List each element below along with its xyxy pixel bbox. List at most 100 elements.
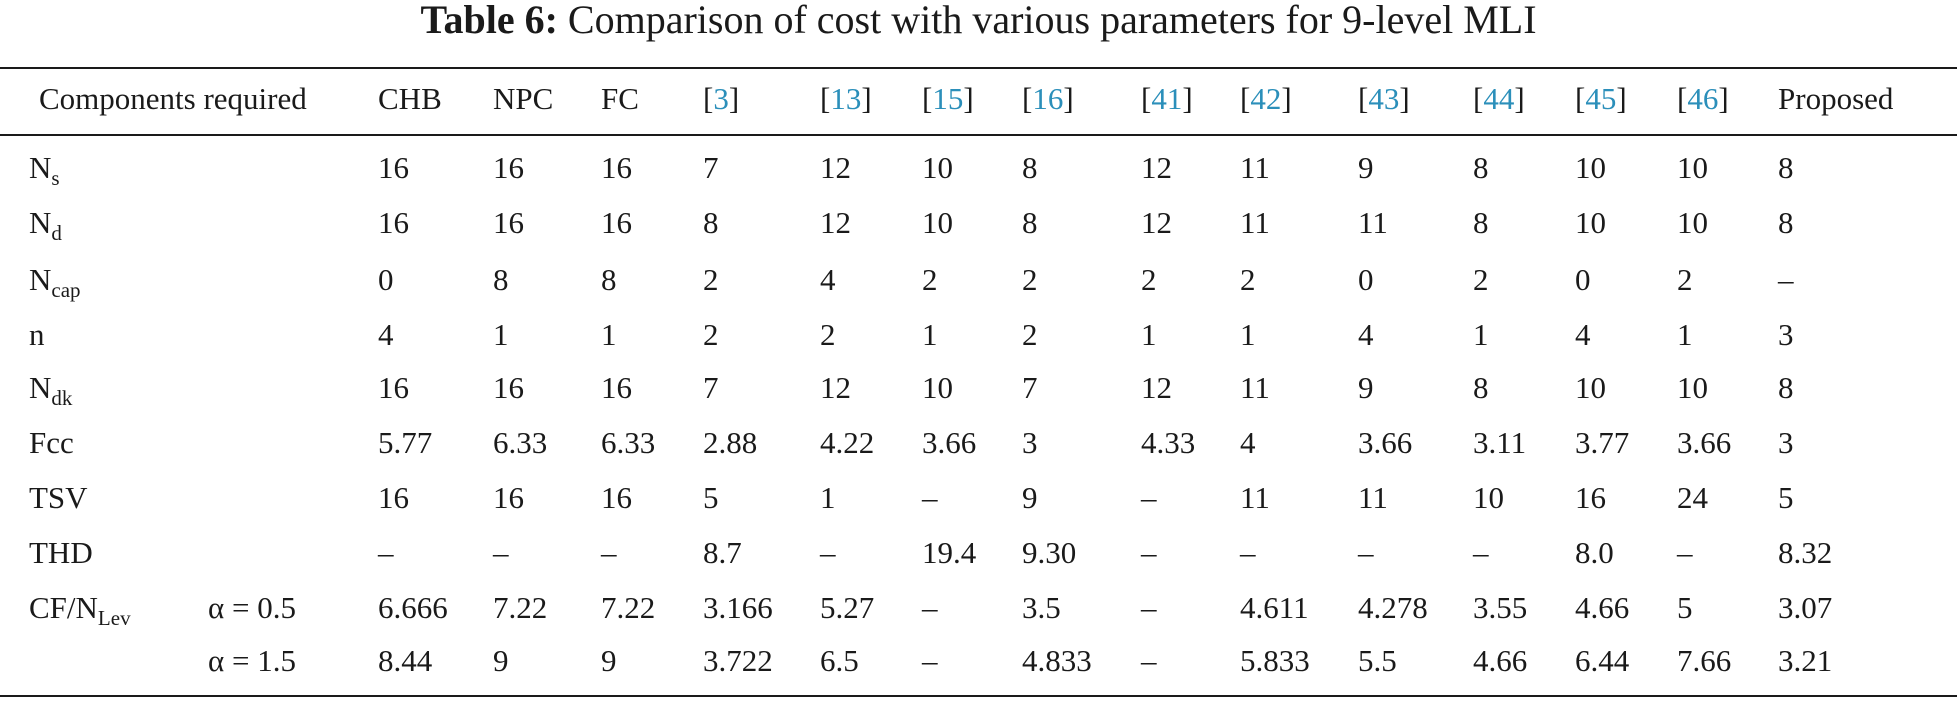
table-cell: 5 bbox=[703, 480, 719, 515]
table-cell: – bbox=[820, 535, 836, 570]
table-cell: – bbox=[493, 535, 509, 570]
reference-link[interactable]: 16 bbox=[1032, 81, 1064, 116]
table-cell: – bbox=[1141, 535, 1157, 570]
reference-link[interactable]: 43 bbox=[1368, 81, 1400, 116]
ref-bracket-close: ] bbox=[1182, 81, 1193, 116]
table-caption-text: Comparison of cost with various paramete… bbox=[567, 0, 1537, 42]
table-cell: – bbox=[1677, 535, 1693, 570]
row-alpha-label: α = 0.5 bbox=[208, 590, 296, 625]
table-cell: 16 bbox=[378, 150, 409, 185]
row-label-text: n bbox=[29, 317, 45, 352]
header-reference-cell: [15] bbox=[922, 81, 974, 117]
ref-bracket-close: ] bbox=[1514, 81, 1525, 116]
table-cell: – bbox=[601, 535, 617, 570]
table-cell: 5.833 bbox=[1240, 643, 1310, 678]
reference-link[interactable]: 41 bbox=[1151, 81, 1183, 116]
reference-link[interactable]: 46 bbox=[1687, 81, 1719, 116]
table-cell: 6.44 bbox=[1575, 643, 1630, 678]
table-top-rule bbox=[0, 67, 1957, 69]
table-cell: 6.33 bbox=[493, 425, 548, 460]
table-cell: 1 bbox=[1677, 317, 1693, 352]
row-label: Ns bbox=[29, 150, 60, 189]
table-cell: 8 bbox=[1473, 150, 1489, 185]
header-reference-cell: [44] bbox=[1473, 81, 1525, 117]
ref-bracket-open: [ bbox=[1022, 81, 1033, 116]
table-cell: 16 bbox=[601, 150, 632, 185]
reference-link[interactable]: 3 bbox=[713, 81, 729, 116]
ref-bracket-open: [ bbox=[1358, 81, 1369, 116]
table-cell: 4.66 bbox=[1575, 590, 1630, 625]
table-cell: 1 bbox=[1141, 317, 1157, 352]
table-cell: 8 bbox=[1778, 370, 1794, 405]
ref-bracket-open: [ bbox=[922, 81, 933, 116]
table-cell: 8 bbox=[1778, 205, 1794, 240]
reference-link[interactable]: 44 bbox=[1483, 81, 1515, 116]
table-cell: 9 bbox=[493, 643, 509, 678]
table-cell: – bbox=[1358, 535, 1374, 570]
reference-link[interactable]: 42 bbox=[1250, 81, 1282, 116]
table-cell: – bbox=[1473, 535, 1489, 570]
table-cell: 16 bbox=[493, 205, 524, 240]
table-cell: 8 bbox=[1022, 205, 1038, 240]
table-cell: 11 bbox=[1240, 150, 1270, 185]
row-label: Fcc bbox=[29, 425, 74, 461]
table-cell: 3.66 bbox=[1677, 425, 1732, 460]
header-reference-cell: [43] bbox=[1358, 81, 1410, 117]
table-cell: 16 bbox=[601, 205, 632, 240]
table-cell: 11 bbox=[1240, 205, 1270, 240]
row-label-text: THD bbox=[29, 535, 93, 570]
table-cell: 10 bbox=[1677, 205, 1708, 240]
table-cell: 9 bbox=[1022, 480, 1038, 515]
table-cell: 4 bbox=[378, 317, 394, 352]
table-cell: 3 bbox=[1778, 317, 1794, 352]
table-cell: 5 bbox=[1677, 590, 1693, 625]
reference-link[interactable]: 15 bbox=[932, 81, 964, 116]
table-cell: 10 bbox=[1473, 480, 1504, 515]
table-cell: 5 bbox=[1778, 480, 1794, 515]
table-cell: 0 bbox=[1575, 262, 1591, 297]
reference-link[interactable]: 45 bbox=[1585, 81, 1617, 116]
ref-bracket-open: [ bbox=[703, 81, 714, 116]
table-cell: 4.22 bbox=[820, 425, 875, 460]
table-cell: 12 bbox=[820, 370, 851, 405]
row-label-text: N bbox=[29, 150, 52, 185]
table-cell: – bbox=[1778, 262, 1794, 297]
table-cell: 3.66 bbox=[1358, 425, 1413, 460]
table-cell: 16 bbox=[601, 370, 632, 405]
table-cell: 8.0 bbox=[1575, 535, 1614, 570]
row-label-subscript: cap bbox=[51, 278, 81, 303]
reference-link[interactable]: 13 bbox=[830, 81, 862, 116]
table-cell: 2 bbox=[1022, 317, 1038, 352]
ref-bracket-open: [ bbox=[1473, 81, 1484, 116]
table-cell: 3.77 bbox=[1575, 425, 1630, 460]
table-cell: 10 bbox=[922, 370, 953, 405]
table-cell: 7.22 bbox=[601, 590, 656, 625]
table-cell: 6.666 bbox=[378, 590, 448, 625]
table-cell: 7 bbox=[1022, 370, 1038, 405]
table-cell: 3.55 bbox=[1473, 590, 1528, 625]
table-cell: 6.33 bbox=[601, 425, 656, 460]
header-reference-cell: [13] bbox=[820, 81, 872, 117]
table-cell: 16 bbox=[493, 150, 524, 185]
table-cell: 2 bbox=[1141, 262, 1157, 297]
table-cell: 10 bbox=[922, 205, 953, 240]
table-cell: – bbox=[1141, 480, 1157, 515]
table-header-rule bbox=[0, 134, 1957, 136]
table-cell: 8.32 bbox=[1778, 535, 1833, 570]
table-cell: 16 bbox=[601, 480, 632, 515]
table-cell: 4.611 bbox=[1240, 590, 1309, 625]
header-reference-cell: [42] bbox=[1240, 81, 1292, 117]
header-reference-cell: [3] bbox=[703, 81, 739, 117]
header-reference-cell: [41] bbox=[1141, 81, 1193, 117]
header-components-required: Components required bbox=[39, 81, 307, 116]
table-cell: – bbox=[1141, 590, 1157, 625]
table-cell: 8.44 bbox=[378, 643, 433, 678]
header-reference-cell: [45] bbox=[1575, 81, 1627, 117]
table-cell: 7 bbox=[703, 370, 719, 405]
table-cell: 4 bbox=[1575, 317, 1591, 352]
table-cell: 5.77 bbox=[378, 425, 433, 460]
table-cell: 16 bbox=[378, 480, 409, 515]
table-cell: 2 bbox=[1022, 262, 1038, 297]
table-cell: 10 bbox=[1575, 150, 1606, 185]
ref-bracket-close: ] bbox=[963, 81, 974, 116]
